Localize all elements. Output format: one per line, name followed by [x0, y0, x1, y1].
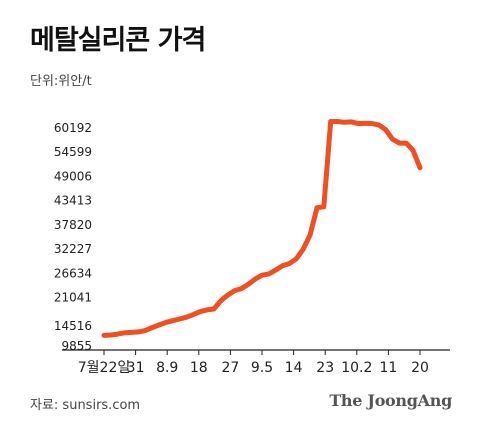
y-tick-label: 54599: [54, 145, 92, 159]
x-tick-label: 27: [221, 360, 239, 376]
x-tick-label: 18: [190, 360, 208, 376]
x-tick-label: 10.2: [341, 360, 372, 376]
x-tick-label: 20: [411, 360, 429, 376]
y-tick-label: 60192: [54, 121, 92, 135]
y-tick-label: 26634: [54, 266, 92, 280]
x-tick-label: 9.5: [251, 360, 273, 376]
x-tick-label: 8.9: [156, 360, 178, 376]
x-tick-label: 11: [379, 360, 397, 376]
brand-logo: The JoongAng: [329, 391, 452, 410]
y-tick-label: 37820: [54, 218, 92, 232]
unit-label: 단위:위안/t: [30, 74, 92, 89]
series-group: [101, 119, 423, 338]
y-axis-ticks: 9855 14516 21041 26634 32227 37820 43413 49006 5…: [54, 121, 92, 353]
y-tick-label: 14516: [54, 319, 92, 333]
y-tick-label: 21041: [54, 291, 92, 305]
x-tick-label: 14: [285, 360, 303, 376]
x-tick-label: 23: [316, 360, 334, 376]
source-note: 자료: sunsirs.com: [30, 398, 141, 413]
price-series-line: [101, 119, 423, 338]
y-tick-label: 32227: [54, 242, 92, 256]
x-tick-label: 7월22일: [78, 360, 130, 376]
x-tick-label: 31: [127, 360, 145, 376]
chart-title: 메탈실리콘 가격: [30, 25, 206, 56]
y-tick-label: 9855: [61, 339, 92, 353]
y-tick-label: 49006: [54, 169, 92, 183]
y-tick-label: 43413: [54, 194, 92, 208]
